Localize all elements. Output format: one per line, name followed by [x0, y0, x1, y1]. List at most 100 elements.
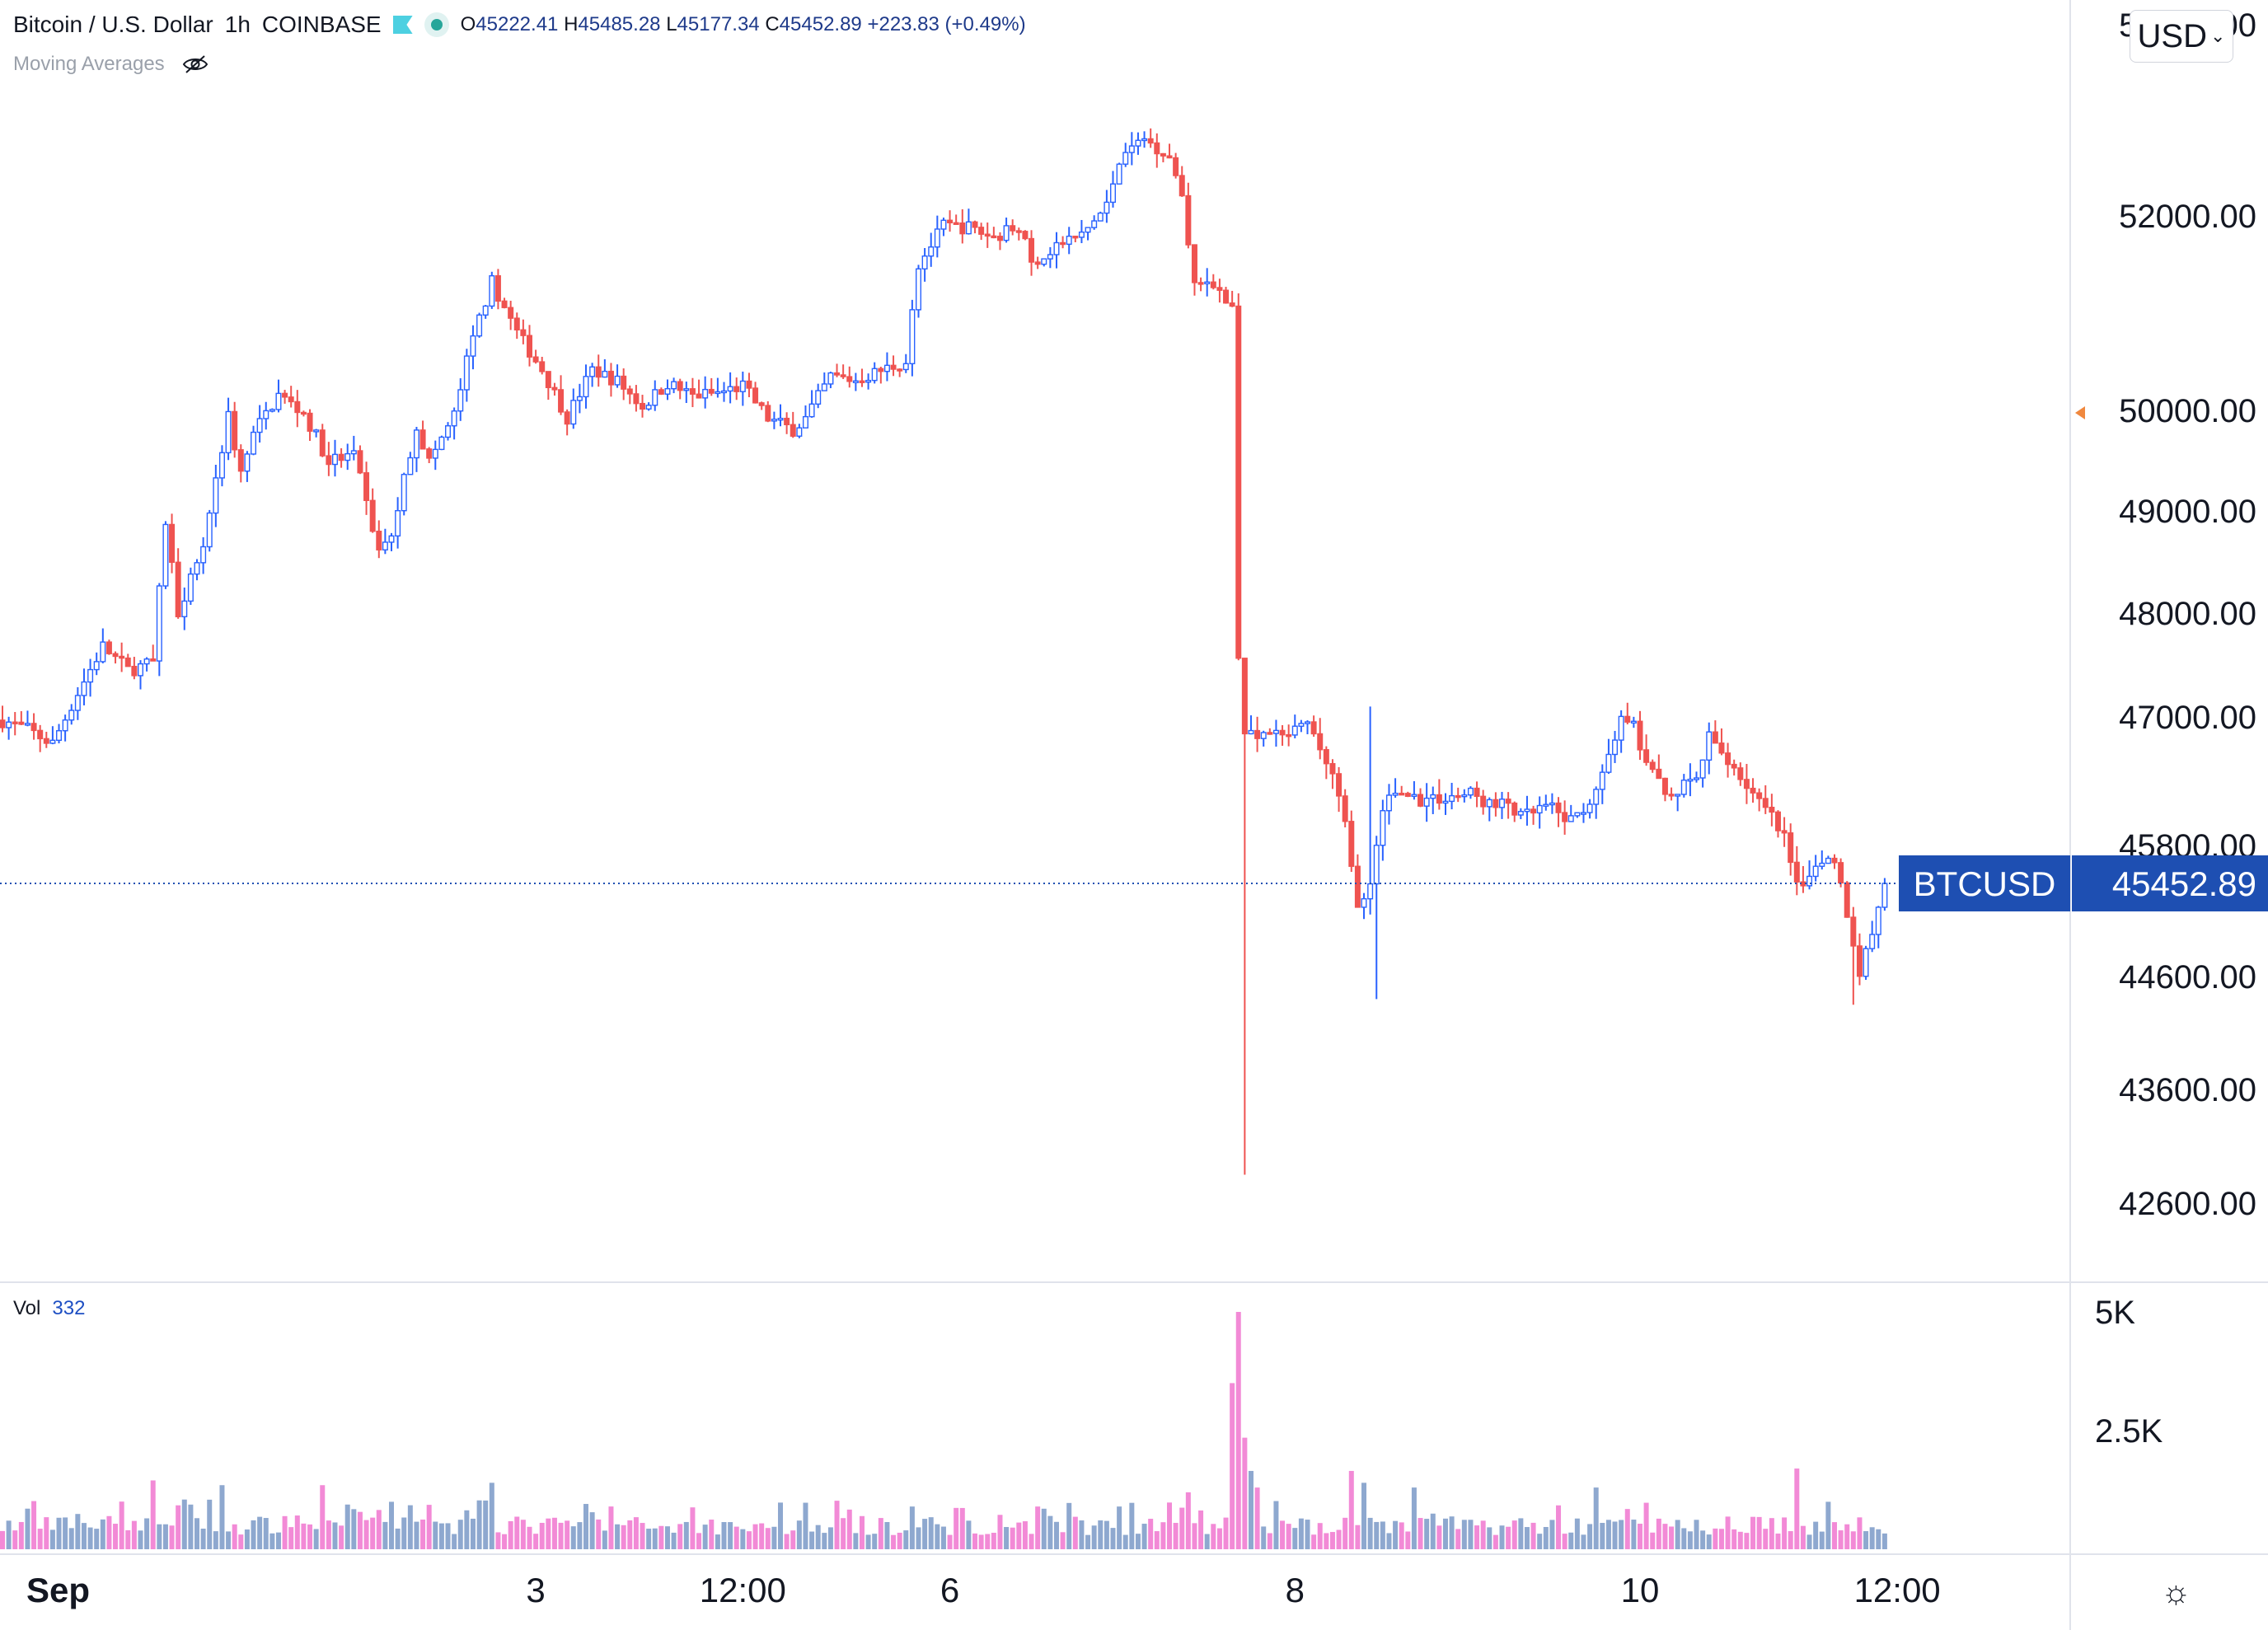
candle-body — [1712, 731, 1718, 744]
volume-bar — [570, 1526, 576, 1549]
candle-body — [576, 396, 583, 401]
candle-body — [658, 389, 664, 395]
volume-bar — [1386, 1533, 1392, 1549]
volume-bar — [1374, 1521, 1380, 1549]
volume-bar — [608, 1506, 614, 1549]
volume-legend: Vol 332 — [13, 1297, 85, 1320]
candle-body — [1286, 733, 1292, 738]
candle-body — [1423, 797, 1430, 807]
volume-bar — [269, 1533, 275, 1549]
volume-bar — [621, 1525, 626, 1549]
volume-bar — [1687, 1531, 1693, 1549]
candle-body — [1235, 305, 1242, 659]
candle-body — [1869, 934, 1876, 949]
volume-tick-label: 2.5K — [2095, 1413, 2163, 1450]
volume-bar — [420, 1520, 426, 1549]
candle-body — [671, 381, 677, 390]
candle-body — [1819, 862, 1825, 867]
volume-bar — [1537, 1534, 1543, 1549]
volume-bar — [1656, 1518, 1661, 1549]
candle-body — [1003, 225, 1010, 241]
candle-body — [1467, 787, 1474, 796]
time-tick-label: 12:00 — [700, 1571, 786, 1609]
volume-bar — [589, 1512, 595, 1549]
volume-label[interactable]: Vol — [13, 1297, 41, 1319]
candle-body — [225, 410, 232, 454]
volume-bar — [1286, 1524, 1291, 1549]
symbol-interval[interactable]: 1h — [224, 12, 251, 37]
gear-icon[interactable]: ☼ — [2161, 1574, 2191, 1610]
volume-bar — [18, 1521, 24, 1549]
volume-bar — [1399, 1522, 1404, 1549]
price-axis[interactable]: 54000.0052000.0050000.0049000.0048000.00… — [2119, 7, 2256, 1222]
volume-bar — [1487, 1527, 1492, 1549]
candle-body — [307, 412, 313, 432]
volume-bar — [1718, 1529, 1724, 1549]
candle-body — [1072, 235, 1079, 239]
candle-body — [1486, 799, 1492, 808]
volume-bar — [1675, 1520, 1680, 1549]
indicator-name[interactable]: Moving Averages — [13, 53, 165, 75]
volume-bar — [972, 1533, 978, 1549]
candle-body — [1029, 237, 1035, 263]
volume-bar — [288, 1527, 294, 1549]
candle-body — [256, 418, 263, 433]
candle-body — [852, 380, 859, 383]
volume-bar — [1053, 1521, 1059, 1549]
candle-body — [200, 546, 207, 564]
volume-bar — [257, 1516, 263, 1549]
candle-body — [451, 410, 457, 427]
candle-body — [105, 641, 112, 654]
candle-body — [1041, 258, 1047, 265]
candle-body — [1586, 803, 1593, 813]
candle-body — [68, 710, 75, 721]
volume-bar — [746, 1531, 752, 1549]
volume-bar — [1794, 1468, 1800, 1549]
volume-value: 332 — [52, 1297, 86, 1319]
candle-body — [357, 450, 363, 474]
candle-body — [1323, 749, 1329, 765]
candle-body — [169, 523, 176, 563]
volume-bar — [1769, 1518, 1774, 1549]
candle-body — [331, 453, 338, 466]
candle-body — [1605, 753, 1612, 773]
volume-bar — [1154, 1531, 1160, 1549]
candle-body — [1756, 792, 1763, 799]
volume-bar — [1506, 1526, 1511, 1549]
volume-bar — [1135, 1534, 1141, 1549]
candle-body — [206, 512, 213, 548]
candle-body — [237, 449, 244, 472]
volume-bar — [1744, 1533, 1750, 1549]
volume-bar — [138, 1530, 143, 1549]
volume-bar — [985, 1534, 991, 1549]
candle-body — [815, 390, 822, 405]
candle-body — [1680, 780, 1687, 795]
candle-body — [796, 427, 803, 437]
candle-body — [564, 411, 570, 425]
candle-body — [1706, 731, 1713, 761]
eye-off-icon[interactable] — [181, 54, 209, 75]
volume-bar — [56, 1517, 62, 1549]
candle-body — [746, 380, 752, 389]
candle-body — [1260, 732, 1267, 739]
volume-bar — [721, 1522, 727, 1549]
symbol-name[interactable]: Bitcoin / U.S. Dollar — [13, 12, 213, 37]
volume-bar — [263, 1518, 269, 1549]
candle-body — [395, 510, 401, 537]
candle-body — [1718, 742, 1725, 754]
candle-body — [470, 335, 476, 357]
flag-icon[interactable] — [392, 16, 413, 34]
volume-bar — [865, 1534, 871, 1549]
candle-body — [1838, 862, 1844, 884]
candle-body — [959, 222, 966, 235]
volume-bar — [1160, 1522, 1166, 1549]
candle-body — [953, 222, 959, 225]
volume-bar — [376, 1510, 382, 1549]
candle-body — [501, 300, 508, 308]
candle-body — [1769, 806, 1775, 813]
currency-button[interactable]: USD ⌄ — [2130, 10, 2233, 63]
volume-bar — [1681, 1528, 1687, 1549]
volume-bar — [1223, 1517, 1229, 1549]
time-axis[interactable]: Sep 3 12:00 6 8 10 12:00 — [26, 1571, 1941, 1609]
